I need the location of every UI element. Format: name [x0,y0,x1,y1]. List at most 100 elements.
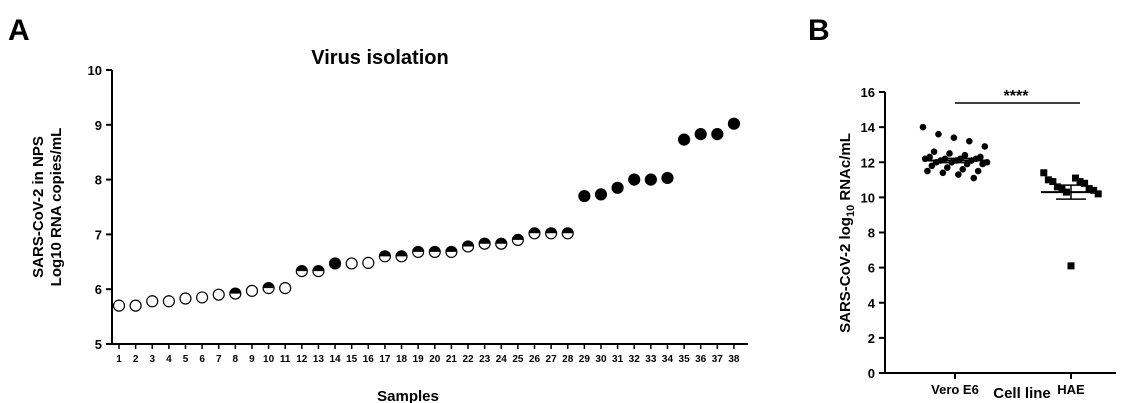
data-point [395,250,408,263]
panel-a-x-tick-label: 38 [728,354,740,365]
data-point-marker [179,292,192,305]
data-point-marker [362,256,375,269]
data-point [295,265,308,278]
data-point [461,240,475,253]
panel-a-x-ticks: 1 2 3 4 5 6 7 8 9 10 11 12 13 14 15 16 17 18 19 20 21 22 23 24 2… [116,344,740,365]
panel-a-y-tick-label: 7 [95,227,102,242]
panel-b-points [919,123,1102,270]
data-point-marker [711,128,724,141]
panel-a-x-tick-label: 20 [429,354,441,365]
data-point [644,173,657,186]
data-point [578,189,591,203]
data-point [981,143,989,150]
panel-a-x-tick-label: 25 [512,354,524,365]
panel-a-y-tick-label: 10 [88,63,102,78]
data-point-half-fill [296,265,308,272]
data-point-half-fill [445,246,457,252]
data-point [196,291,209,304]
data-point [1058,185,1066,193]
panel-b-y-tick-label: 10 [861,190,875,205]
data-point-half-fill [479,238,491,244]
data-point [245,284,259,297]
panel-a-x-tick-label: 3 [149,354,155,365]
data-point [611,181,624,194]
data-point [961,151,969,159]
panel-a-x-tick-label: 22 [462,354,474,365]
data-point [279,282,292,295]
data-point-half-fill [545,227,557,234]
data-point-marker [146,295,159,308]
data-point [919,123,927,131]
data-point [928,162,936,170]
data-point-marker [611,181,624,194]
significance-label: **** [1004,88,1030,105]
panel-a-x-tick-label: 34 [662,354,674,365]
panel-a-x-tick-label: 30 [595,354,607,365]
panel-a-x-tick-label: 19 [413,354,425,365]
data-point-marker [129,299,142,312]
panel-a-xlabel: Samples [377,388,439,403]
panel-b-ylabel: SARS-CoV-2 log10 RNAc/mL [837,133,857,333]
panel-a-y-tick-label: 8 [95,173,102,188]
data-point [924,167,931,175]
panel-a-x-tick-label: 8 [233,354,239,365]
data-point-half-fill [229,288,241,294]
panel-a-x-tick-label: 14 [329,354,341,365]
data-point-half-fill [512,234,524,240]
data-point [979,160,986,168]
data-point [959,165,967,173]
panel-a-x-tick-label: 7 [216,354,222,365]
panel-a-x-tick-label: 26 [529,354,541,365]
panel-a-x-tick-label: 18 [396,354,408,365]
data-point [129,299,142,312]
data-point-marker [727,117,741,130]
panel-b-y-tick-label: 8 [868,226,875,241]
data-point [970,174,978,182]
data-point [935,130,942,138]
panel-a-x-tick-label: 27 [546,354,558,365]
data-point-marker [112,299,126,312]
panel-a-x-tick-label: 10 [263,354,275,365]
data-point-marker [677,133,691,146]
data-point-half-fill [562,227,574,234]
data-point-half-fill [379,250,391,257]
panel-a-x-tick-label: 12 [296,354,308,365]
data-point [1085,185,1093,193]
data-point-half-fill [429,246,441,252]
panel-a-x-tick-label: 17 [379,354,391,365]
panel-b-y-tick-label: 2 [868,331,875,346]
data-point-marker [245,284,259,297]
data-point [1040,169,1048,177]
data-point [939,169,947,177]
panel-a-x-tick-label: 11 [280,354,291,365]
panel-a-x-tick-label: 37 [712,354,724,365]
panel-b-ylabel-sub: 10 [845,205,857,217]
panel-a-y-ticks: 5 6 7 8 9 10 [88,63,112,352]
data-point [930,148,938,156]
panel-a-x-tick-label: 24 [496,354,508,365]
data-point [212,288,225,301]
panel-b-ylabel-main: SARS-CoV-2 log [837,217,854,333]
panel-a-x-tick-label: 2 [133,354,139,365]
data-point [428,245,441,259]
data-point [711,128,724,141]
data-point [511,233,524,246]
data-point-half-fill [312,265,324,272]
data-point [179,292,192,305]
panel-a-x-tick-label: 31 [612,354,624,365]
panel-a-x-tick-label: 35 [679,354,691,365]
data-point [946,150,953,157]
panel-b-y-ticks: 0 2 4 6 8 10 12 14 16 [861,85,885,381]
panel-a-x-tick-label: 6 [199,354,205,365]
panel-a-x-tick-label: 29 [579,354,591,365]
panel-a-y-tick-label: 6 [95,282,102,297]
panel-a-title: Virus isolation [311,47,448,69]
panel-b-x-ticks: Vero E6 HAE [931,373,1085,397]
panel-a-x-tick-label: 13 [313,354,325,365]
panel-a-x-tick-label: 5 [183,354,189,365]
panel-a-y-tick-label: 9 [95,118,102,133]
panel-a-ylabel-line1: SARS-CoV-2 in NPS [30,136,47,278]
data-point [1076,178,1084,186]
panel-a-y-axis-label: SARS-CoV-2 in NPS Log10 RNA copies/mL [30,128,65,287]
data-point [561,227,574,240]
